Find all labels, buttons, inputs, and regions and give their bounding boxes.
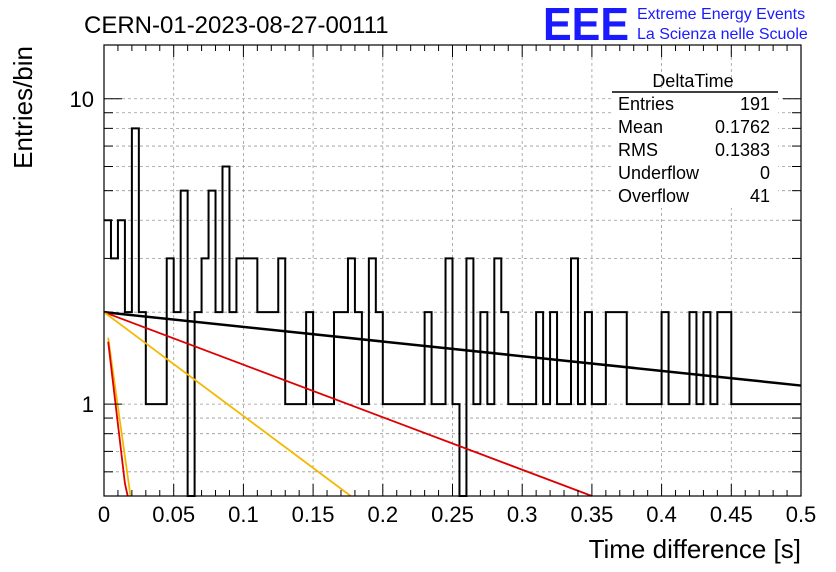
stats-label-entries: Entries [618,94,674,114]
stats-rows: Entries 191 Mean 0.1762 RMS 0.1383 Underflow 0 O… [618,94,770,206]
y-tick-label: 10 [70,87,94,112]
stats-value-rms: 0.1383 [715,140,770,160]
eee-logo-line2: La Scienza nelle Scuole [637,26,808,43]
fit-line-2 [103,311,593,497]
x-tick-label: 0.4 [646,502,677,527]
stats-label-overflow: Overflow [618,186,690,206]
eee-logo: EEE [543,0,629,50]
x-tick-label: 0.45 [710,502,753,527]
fit-lines [103,310,802,497]
fit-line-4 [107,337,132,497]
histogram-steps [104,127,801,497]
stats-box-bg [612,88,778,208]
x-tick-label: 0.1 [228,502,259,527]
y-axis-title: Entries/bin [8,46,38,169]
stats-value-mean: 0.1762 [715,117,770,137]
x-tick-label: 0.05 [152,502,195,527]
x-axis-title: Time difference [s] [589,534,801,564]
x-tick-label: 0.25 [431,502,474,527]
x-tick-label: 0.2 [368,502,399,527]
stats-label-rms: RMS [618,140,658,160]
axes: 0 0.05 0.1 0.15 0.2 0.25 0.3 0.35 0.4 0.45 0.5 1 10 [70,45,817,527]
x-tick-label: 0 [98,502,110,527]
stats-value-overflow: 41 [750,186,770,206]
x-tick-label: 0.5 [786,502,817,527]
y-tick-label: 1 [82,392,94,417]
stats-value-underflow: 0 [760,163,770,183]
fit-line-5 [107,341,129,497]
stats-label-mean: Mean [618,117,663,137]
stats-value-entries: 191 [740,94,770,114]
stats-title: DeltaTime [652,71,733,91]
eee-logo-line1: Extreme Energy Events [637,6,805,23]
histogram-line [104,127,801,497]
fit-line-3 [103,311,352,497]
x-tick-label: 0.15 [292,502,335,527]
stats-box: DeltaTime Entries 191 Mean 0.1762 RMS 0.1383 U… [612,71,778,208]
run-title: CERN-01-2023-08-27-00111 [84,12,389,39]
fit-line-1 [103,310,802,387]
x-tick-label: 0.35 [570,502,613,527]
stats-label-underflow: Underflow [618,163,700,183]
x-tick-label: 0.3 [507,502,538,527]
